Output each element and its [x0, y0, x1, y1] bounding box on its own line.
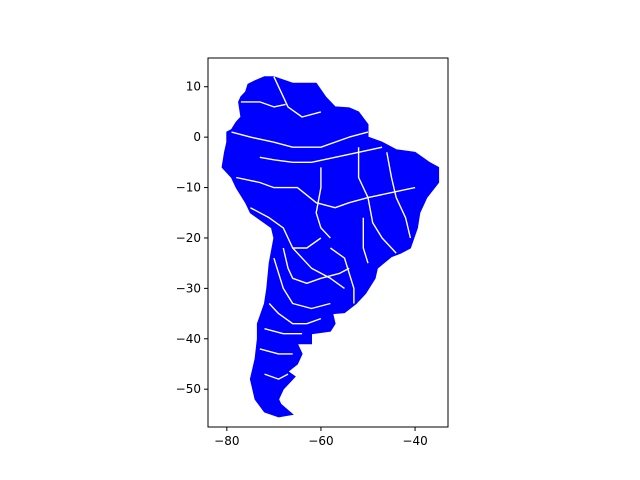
y-tick-label: 0	[193, 130, 201, 144]
x-tick-label: −40	[402, 434, 427, 448]
land-layer	[221, 76, 440, 418]
y-tick-label: 10	[186, 80, 201, 94]
region-boundary-line	[273, 76, 322, 118]
x-axis: −80 −60 −40	[214, 427, 428, 448]
region-boundary-line	[362, 217, 369, 264]
y-tick-label: −10	[176, 181, 201, 195]
y-tick-label: −20	[176, 231, 201, 245]
region-boundary-line	[315, 167, 331, 239]
y-tick-label: −50	[176, 382, 201, 396]
boundary-layer	[231, 76, 416, 380]
region-boundary-line	[386, 152, 412, 239]
south-america-landmass	[221, 76, 440, 418]
region-boundary-line	[282, 247, 350, 284]
region-boundary-line	[292, 247, 345, 289]
region-boundary-line	[231, 131, 369, 148]
x-tick-label: −80	[214, 434, 239, 448]
region-boundary-line	[357, 147, 397, 254]
x-tick-label: −60	[308, 434, 333, 448]
region-boundary-line	[329, 247, 355, 304]
region-boundary-line	[259, 348, 293, 355]
y-axis: 10 0 −10 −20 −30 −40 −50	[176, 80, 208, 396]
region-boundary-line	[264, 328, 303, 335]
region-boundary-line	[268, 303, 322, 325]
axes-frame	[207, 57, 449, 428]
region-boundary-line	[273, 257, 331, 310]
region-boundary-line	[236, 176, 416, 209]
y-tick-label: −40	[176, 332, 201, 346]
region-boundary-line	[250, 207, 322, 249]
region-boundary-line	[240, 101, 286, 108]
region-boundary-line	[264, 373, 289, 380]
y-tick-label: −30	[176, 281, 201, 295]
